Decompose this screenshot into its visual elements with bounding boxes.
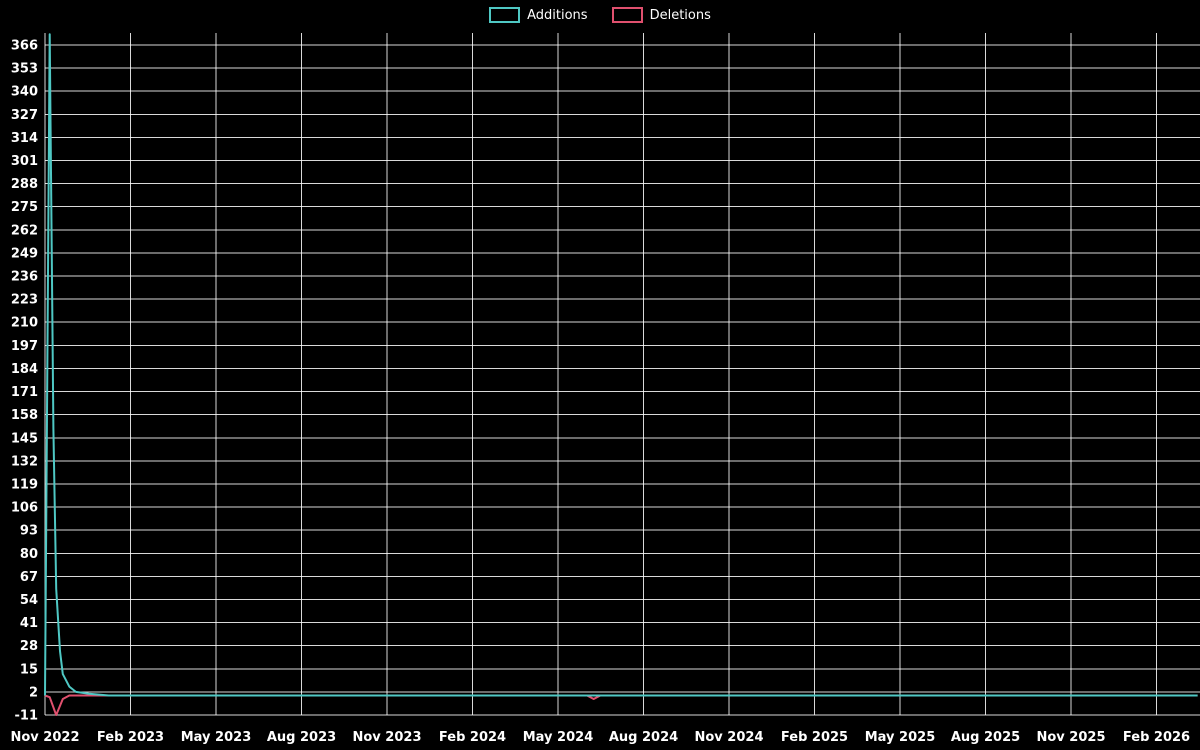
x-tick-label: Nov 2023: [353, 730, 422, 745]
x-tick-label: May 2023: [181, 730, 252, 745]
y-tick-label: 41: [20, 616, 38, 631]
y-tick-label: 301: [11, 154, 38, 169]
x-tick-label: Nov 2024: [695, 730, 764, 745]
series-line-additions: [44, 33, 1198, 697]
y-tick-label: 93: [20, 524, 38, 539]
legend-label-additions: Additions: [527, 7, 588, 23]
y-tick-label: 275: [11, 200, 38, 215]
legend-item-deletions[interactable]: Deletions: [611, 7, 711, 23]
y-tick-label: 80: [20, 547, 38, 562]
y-tick-label: 210: [11, 316, 38, 331]
additions-swatch-icon: [489, 7, 521, 23]
y-tick-label: 28: [20, 639, 38, 654]
x-tick-label: Nov 2022: [11, 730, 80, 745]
y-tick-label: 15: [20, 662, 38, 677]
x-tick-label: May 2025: [865, 730, 936, 745]
legend-label-deletions: Deletions: [649, 7, 711, 23]
x-tick-label: Aug 2024: [609, 730, 678, 745]
y-tick-label: 158: [11, 408, 38, 423]
x-tick-label: Feb 2024: [439, 730, 506, 745]
x-tick-label: Aug 2023: [267, 730, 336, 745]
y-tick-label: 288: [11, 177, 38, 192]
x-tick-label: Feb 2023: [97, 730, 164, 745]
y-tick-label: 119: [11, 477, 38, 492]
y-tick-label: 197: [11, 339, 38, 354]
y-tick-label: 54: [20, 593, 38, 608]
x-tick-label: Feb 2026: [1123, 730, 1190, 745]
y-tick-label: 184: [11, 362, 38, 377]
y-tick-label: 171: [11, 385, 38, 400]
y-tick-label: 249: [11, 246, 38, 261]
y-tick-label: 223: [11, 293, 38, 308]
y-tick-label: -11: [15, 709, 39, 724]
x-tick-label: May 2024: [523, 730, 594, 745]
x-tick-label: Aug 2025: [951, 730, 1020, 745]
y-tick-label: 340: [11, 85, 38, 100]
y-tick-label: 366: [11, 39, 38, 54]
y-tick-label: 262: [11, 223, 38, 238]
y-tick-label: 353: [11, 62, 38, 77]
series-line-deletions: [44, 694, 1198, 716]
chart-legend: Additions Deletions: [0, 7, 1200, 23]
deletions-swatch-icon: [611, 7, 643, 23]
x-tick-label: Nov 2025: [1037, 730, 1106, 745]
y-tick-label: 2: [29, 685, 38, 700]
y-tick-label: 145: [11, 431, 38, 446]
y-tick-label: 236: [11, 270, 38, 285]
x-tick-label: Feb 2025: [781, 730, 848, 745]
y-tick-label: 314: [11, 131, 38, 146]
legend-item-additions[interactable]: Additions: [489, 7, 588, 23]
y-tick-label: 327: [11, 108, 38, 123]
y-tick-label: 132: [11, 454, 38, 469]
y-tick-label: 67: [20, 570, 38, 585]
y-tick-label: 106: [11, 501, 38, 516]
